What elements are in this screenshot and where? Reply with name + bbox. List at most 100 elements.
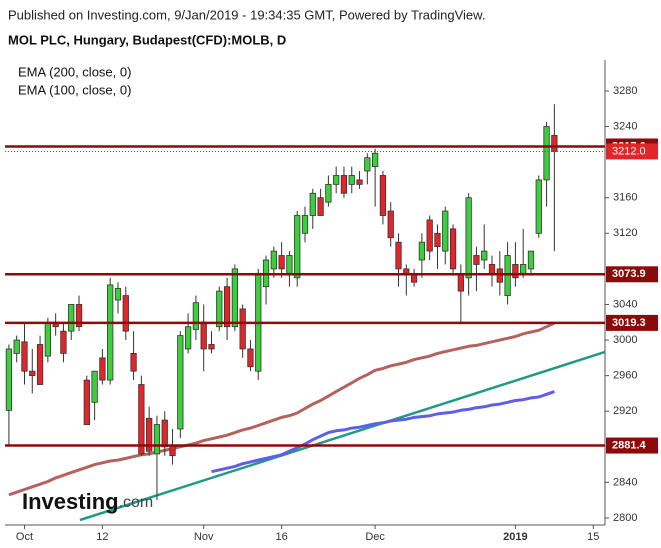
x-tick-label: 15	[587, 531, 599, 543]
y-tick-label: 3040	[613, 298, 637, 310]
level-label: 3019.3	[612, 317, 646, 329]
candle-body	[161, 419, 168, 448]
candle-body	[130, 352, 137, 372]
candle-body	[200, 321, 207, 350]
x-tick-label: 16	[275, 531, 287, 543]
level-label: 2881.4	[612, 439, 647, 451]
y-tick-label: 3000	[613, 334, 637, 346]
candle-body	[473, 255, 480, 265]
candle-body	[527, 250, 535, 270]
candle-body	[138, 384, 145, 455]
candle-body	[379, 175, 387, 216]
level-label: 3073.9	[612, 268, 646, 280]
y-tick-label: 3280	[613, 85, 637, 97]
x-tick-label: 12	[96, 531, 108, 543]
y-tick-label: 2800	[613, 512, 637, 524]
candle-body	[387, 210, 394, 239]
candle-body	[153, 424, 161, 455]
ema-line	[8, 321, 556, 497]
y-tick-label: 2840	[613, 476, 637, 488]
x-tick-label: Nov	[194, 531, 214, 543]
candle-body	[442, 210, 449, 252]
candle-body	[231, 268, 238, 328]
candle-body	[114, 288, 122, 301]
candle-body	[488, 264, 496, 274]
last-price-box	[606, 143, 658, 160]
candle-body	[60, 330, 67, 354]
candle-body	[356, 179, 363, 185]
level-label-box	[606, 266, 658, 283]
candle-body	[247, 348, 254, 368]
y-tick-label: 3120	[613, 227, 637, 239]
candle-body	[13, 339, 20, 354]
candle-body	[457, 272, 464, 292]
candle-body	[348, 175, 355, 185]
legend-entry: EMA (100, close, 0)	[18, 82, 131, 97]
candle-body	[278, 255, 285, 270]
trendline	[79, 350, 605, 522]
ema-line	[211, 390, 555, 474]
plot-area	[5, 104, 605, 522]
candle-body	[481, 250, 488, 261]
candle-body	[535, 179, 542, 234]
y-tick-label: 3160	[613, 192, 637, 204]
candle-body	[372, 152, 379, 167]
candle-body	[395, 241, 402, 270]
candle-body	[434, 232, 441, 248]
candle-body	[107, 284, 114, 381]
candle-body	[543, 126, 550, 181]
candle-body	[364, 157, 371, 172]
candle-body	[75, 304, 83, 328]
candle-body	[340, 175, 348, 194]
candle-body	[223, 286, 231, 328]
candle-body	[36, 344, 44, 385]
level-label-box	[606, 314, 658, 331]
candle-body	[5, 348, 13, 411]
candle-body	[317, 197, 324, 216]
candle-body	[512, 264, 519, 279]
logo-suffix: .com	[119, 494, 154, 511]
candle-body	[91, 370, 98, 403]
candle-body	[184, 326, 192, 350]
candle-body	[208, 344, 215, 350]
candle-body	[146, 417, 153, 452]
candle-body	[44, 321, 51, 357]
candle-body	[309, 192, 316, 216]
candle-body	[520, 264, 527, 274]
candle-body	[122, 295, 129, 332]
candle-body	[192, 302, 200, 330]
x-tick-label: Oct	[16, 531, 33, 543]
logo: Investing.com	[22, 489, 153, 514]
candle-body	[333, 175, 340, 185]
candle-body	[449, 228, 457, 270]
candle-body	[294, 215, 301, 279]
candle-body	[177, 335, 184, 430]
candle-body	[83, 379, 90, 425]
x-tick-label: Dec	[365, 531, 385, 543]
candle-body	[216, 290, 223, 328]
logo-main: Investing	[22, 489, 119, 514]
candle-body	[99, 357, 106, 381]
candle-body	[418, 241, 426, 261]
x-tick-label: 2019	[503, 531, 527, 543]
candle-body	[465, 197, 472, 279]
candle-body	[286, 255, 293, 274]
candle-body	[551, 135, 558, 152]
candle-body	[426, 219, 433, 252]
y-tick-label: 3240	[613, 120, 637, 132]
candle-body	[21, 341, 28, 372]
candle-body	[239, 308, 246, 350]
candle-body	[29, 370, 36, 377]
level-label-box	[606, 437, 658, 454]
published-note: Published on Investing.com, 9/Jan/2019 -…	[8, 7, 485, 22]
last-price-label: 3212.0	[612, 145, 646, 157]
y-tick-label: 2920	[613, 405, 637, 417]
legend-entry: EMA (200, close, 0)	[18, 64, 131, 79]
chart-title: MOL PLC, Hungary, Budapest(CFD):MOLB, D	[8, 32, 286, 47]
candle-body	[301, 215, 309, 234]
axis-layer: 2800 2840 2920 2960 3000 3040 3120 3160 3240 3280…	[16, 85, 658, 543]
candle-body	[403, 268, 410, 274]
candle-body	[270, 250, 277, 270]
candle-body	[68, 304, 75, 332]
